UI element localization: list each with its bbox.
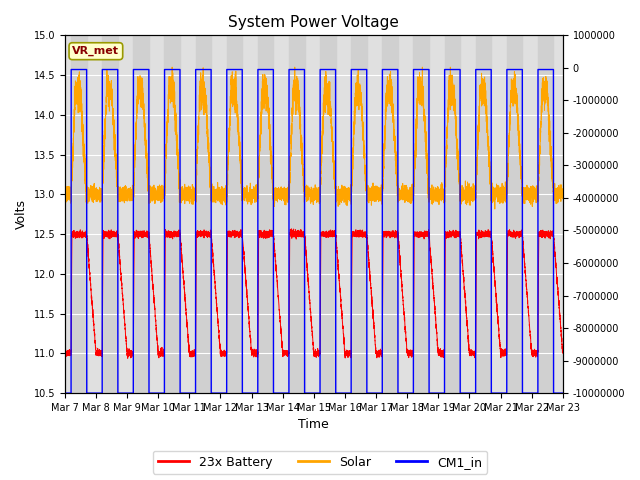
CM1_in xyxy=(378,390,385,396)
CM1_in xyxy=(241,390,249,396)
Solar xyxy=(86,190,94,196)
23x Battery xyxy=(559,349,566,355)
Bar xyxy=(102,36,118,393)
Y-axis label: Volts: Volts xyxy=(15,199,28,229)
CM1_in xyxy=(457,390,465,396)
CM1_in xyxy=(86,390,94,396)
CM1_in xyxy=(559,390,566,396)
Bar xyxy=(445,36,460,393)
Bar xyxy=(382,36,398,393)
23x Battery xyxy=(86,272,94,277)
Bar xyxy=(258,36,273,393)
Bar xyxy=(196,36,211,393)
Bar xyxy=(71,36,86,393)
Line: Solar: Solar xyxy=(65,67,563,209)
X-axis label: Time: Time xyxy=(298,419,329,432)
Solar xyxy=(457,190,465,196)
Bar xyxy=(507,36,522,393)
Bar xyxy=(133,36,149,393)
Title: System Power Voltage: System Power Voltage xyxy=(228,15,399,30)
23x Battery xyxy=(378,349,385,355)
23x Battery xyxy=(457,236,465,241)
Bar xyxy=(320,36,335,393)
Bar xyxy=(227,36,243,393)
Bar xyxy=(538,36,554,393)
Solar xyxy=(559,192,566,198)
CM1_in xyxy=(67,67,75,72)
Solar xyxy=(491,206,499,212)
Solar xyxy=(168,64,176,70)
Legend: 23x Battery, Solar, CM1_in: 23x Battery, Solar, CM1_in xyxy=(153,451,487,474)
23x Battery xyxy=(356,233,364,239)
Solar xyxy=(378,182,385,188)
Bar xyxy=(289,36,305,393)
Line: 23x Battery: 23x Battery xyxy=(65,229,563,359)
Solar xyxy=(430,190,438,195)
Text: VR_met: VR_met xyxy=(72,46,120,56)
CM1_in xyxy=(356,67,364,72)
Bar xyxy=(413,36,429,393)
Bar xyxy=(164,36,180,393)
23x Battery xyxy=(241,267,249,273)
23x Battery xyxy=(61,348,68,353)
23x Battery xyxy=(430,296,438,302)
Solar xyxy=(356,82,364,88)
Bar xyxy=(476,36,492,393)
CM1_in xyxy=(61,390,68,396)
Bar xyxy=(351,36,367,393)
CM1_in xyxy=(430,390,438,396)
23x Battery xyxy=(124,356,132,361)
Line: CM1_in: CM1_in xyxy=(65,70,563,393)
Solar xyxy=(61,190,68,196)
Solar xyxy=(241,195,249,201)
23x Battery xyxy=(288,226,296,232)
